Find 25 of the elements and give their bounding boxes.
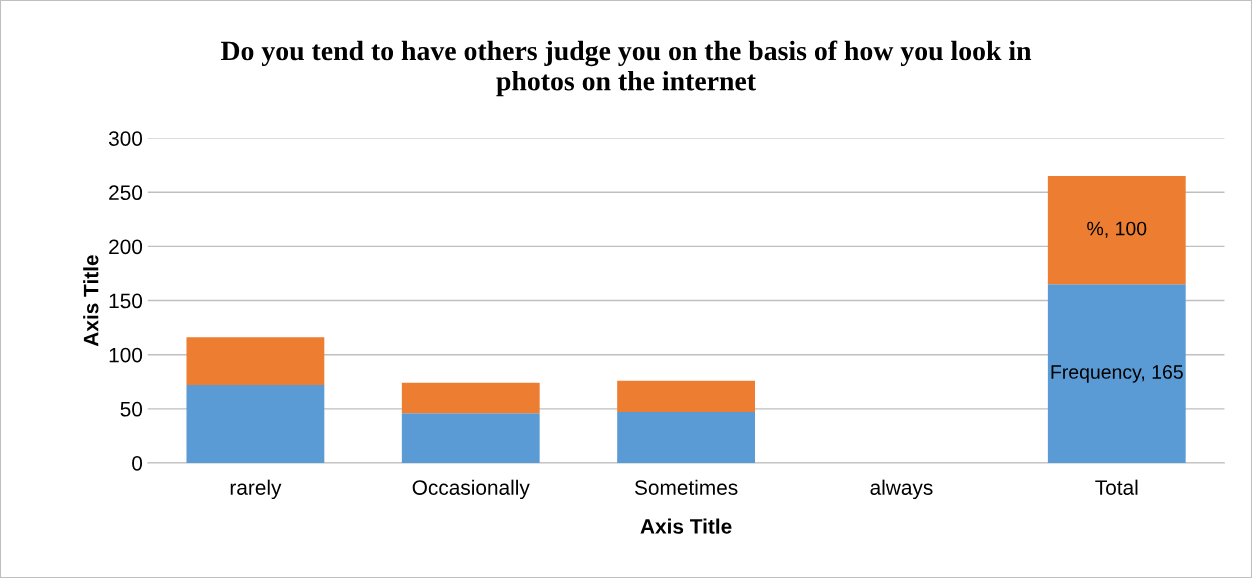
data-label: Frequency, 165 <box>1051 365 1183 383</box>
bar <box>401 382 540 414</box>
y-tick-label: 250 <box>109 185 143 201</box>
bar <box>186 337 325 386</box>
bar <box>617 412 756 463</box>
y-tick-label: 50 <box>120 401 143 417</box>
y-tick-label: 300 <box>108 131 143 146</box>
bar <box>1047 176 1186 285</box>
data-label: %, 100 <box>1087 221 1147 238</box>
bar <box>186 385 325 463</box>
x-tick-label: Total <box>1095 479 1138 495</box>
chart-title: Do you tend to have others judge you on the basis of how you look in photos on the internet <box>220 40 1032 97</box>
y-tick-label: 100 <box>109 347 143 363</box>
bar <box>617 380 756 413</box>
bar <box>401 413 540 463</box>
x-tick-label: always <box>870 479 933 500</box>
y-axis-title: Axis Title <box>83 255 99 347</box>
y-tick-label: 0 <box>132 455 143 471</box>
x-tick-label: Sometimes <box>634 479 738 495</box>
bar <box>1047 284 1186 463</box>
x-tick-label: rarely <box>230 479 282 500</box>
y-tick-label: 200 <box>109 239 143 255</box>
y-tick-label: 150 <box>109 293 143 309</box>
x-axis-title: Axis Title <box>640 518 732 534</box>
x-tick-label: Occasionally <box>412 479 530 500</box>
